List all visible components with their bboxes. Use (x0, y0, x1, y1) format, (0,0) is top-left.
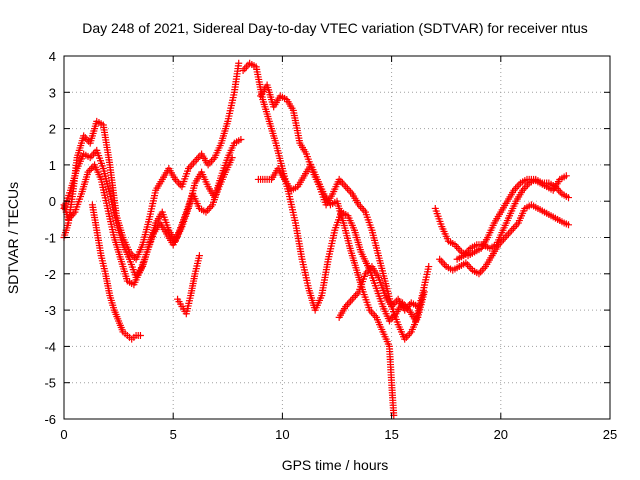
plus-marker (508, 226, 516, 234)
y-tick-label: -6 (44, 412, 56, 427)
plus-marker (237, 135, 245, 143)
plus-marker (420, 288, 428, 296)
series-track-d (88, 201, 144, 343)
plus-marker (350, 293, 358, 301)
plus-marker (204, 206, 212, 214)
plus-marker (340, 181, 348, 189)
plus-marker (506, 228, 514, 236)
plus-marker (345, 299, 353, 307)
plus-marker (343, 184, 351, 192)
plus-marker (352, 292, 360, 300)
series-track-f (239, 59, 433, 325)
plus-marker (191, 157, 199, 165)
plus-marker (235, 59, 243, 67)
plus-marker (358, 204, 366, 212)
plus-marker (477, 268, 485, 276)
plus-marker (436, 255, 444, 263)
plus-marker (565, 194, 573, 202)
plus-marker (129, 252, 137, 260)
plus-marker (188, 161, 196, 169)
plus-marker (241, 65, 249, 73)
series-track-l (453, 175, 573, 263)
x-tick-label: 10 (275, 427, 289, 442)
plus-marker (194, 154, 202, 162)
x-tick-label: 0 (60, 427, 67, 442)
plus-marker (522, 183, 530, 191)
y-tick-label: 1 (49, 158, 56, 173)
plus-marker (87, 165, 95, 173)
plus-marker (414, 302, 422, 310)
plus-marker (504, 230, 512, 238)
plus-marker (207, 157, 215, 165)
series-track-e (174, 252, 203, 318)
plus-marker (348, 295, 356, 303)
x-axis-label: GPS time / hours (282, 457, 389, 473)
chart-title: Day 248 of 2021, Sidereal Day-to-day VTE… (82, 20, 588, 36)
plus-marker (391, 299, 399, 307)
x-tick-label: 15 (384, 427, 398, 442)
plus-marker (509, 224, 517, 232)
y-tick-label: -1 (44, 231, 56, 246)
y-tick-label: -2 (44, 267, 56, 282)
y-tick-label: -3 (44, 303, 56, 318)
series-track-k (436, 201, 573, 278)
plus-marker (175, 179, 183, 187)
plus-marker (437, 257, 445, 265)
plus-marker (404, 332, 412, 340)
y-tick-label: -4 (44, 339, 56, 354)
series-track-c (60, 154, 236, 289)
plus-marker (228, 154, 236, 162)
y-axis-label: SDTVAR / TECUs (5, 182, 21, 294)
plus-marker (342, 183, 350, 191)
y-tick-label: 2 (49, 122, 56, 137)
plus-marker (244, 61, 252, 69)
x-tick-label: 25 (603, 427, 617, 442)
plus-marker (345, 186, 353, 194)
series-track-h (254, 161, 398, 419)
y-tick-label: -5 (44, 376, 56, 391)
x-tick-label: 20 (494, 427, 508, 442)
plus-marker (425, 263, 433, 271)
plus-marker (511, 223, 519, 231)
plus-marker (338, 179, 346, 187)
plus-marker (565, 221, 573, 229)
plus-marker (195, 252, 203, 260)
plus-marker (369, 310, 377, 318)
plus-marker (513, 183, 521, 191)
plus-marker (189, 159, 197, 167)
plus-marker (193, 155, 201, 163)
series-track-i (335, 263, 422, 321)
y-tick-label: 3 (49, 85, 56, 100)
plus-marker (454, 244, 462, 252)
plus-marker (439, 259, 447, 267)
plus-marker (136, 332, 144, 340)
data-series (60, 59, 573, 419)
plus-marker (347, 297, 355, 305)
y-tick-label: 0 (49, 194, 56, 209)
plus-marker (463, 261, 471, 269)
plus-marker (83, 135, 91, 143)
plus-marker (562, 172, 570, 180)
x-tick-label: 5 (170, 427, 177, 442)
y-tick-label: 4 (49, 49, 56, 64)
